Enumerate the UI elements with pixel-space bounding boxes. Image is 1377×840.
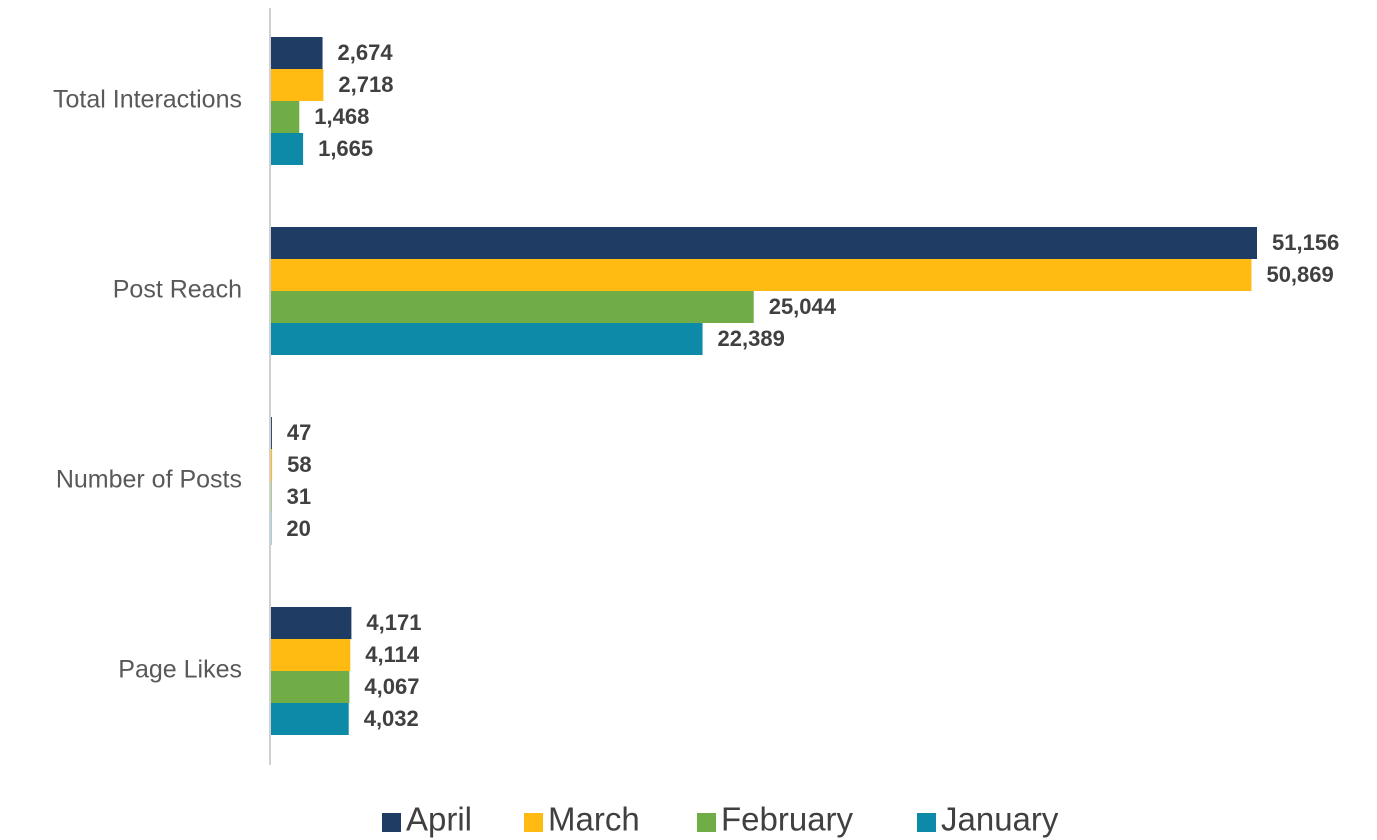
value-label: 1,468 <box>314 104 369 129</box>
value-label: 1,665 <box>318 136 373 161</box>
legend-label: January <box>941 801 1059 838</box>
category-label: Page Likes <box>118 656 242 684</box>
bar <box>271 133 304 165</box>
category-label: Post Reach <box>113 276 242 304</box>
value-label: 25,044 <box>769 294 837 319</box>
legend-swatch <box>382 813 401 832</box>
value-label: 4,067 <box>364 674 419 699</box>
legend-label: February <box>721 801 854 838</box>
bar <box>271 639 351 671</box>
legend-label: March <box>548 801 640 838</box>
value-label: 4,114 <box>365 642 420 667</box>
legend-swatch <box>524 813 543 832</box>
bar <box>271 417 272 449</box>
value-label: 51,156 <box>1272 230 1339 255</box>
bar <box>271 259 1252 291</box>
value-label: 31 <box>287 484 311 509</box>
value-label: 47 <box>287 420 311 445</box>
bar <box>271 607 352 639</box>
bar <box>271 449 273 481</box>
value-label: 2,674 <box>338 40 394 65</box>
bar <box>271 703 349 735</box>
legend-label: April <box>406 801 472 838</box>
bar <box>271 101 300 133</box>
bar <box>271 671 350 703</box>
category-label: Total Interactions <box>53 86 242 114</box>
category-label: Number of Posts <box>56 466 242 494</box>
value-label: 4,032 <box>364 706 419 731</box>
bar <box>271 227 1257 259</box>
value-label: 2,718 <box>338 72 393 97</box>
value-label: 50,869 <box>1266 262 1333 287</box>
value-label: 22,389 <box>718 326 785 351</box>
value-label: 4,171 <box>366 610 421 635</box>
bar <box>271 291 754 323</box>
bar <box>271 481 272 513</box>
bar <box>271 37 323 69</box>
bar <box>271 69 324 101</box>
bar <box>271 323 703 355</box>
value-label: 20 <box>286 516 310 541</box>
value-label: 58 <box>287 452 311 477</box>
legend-swatch <box>697 813 716 832</box>
legend-swatch <box>917 813 936 832</box>
